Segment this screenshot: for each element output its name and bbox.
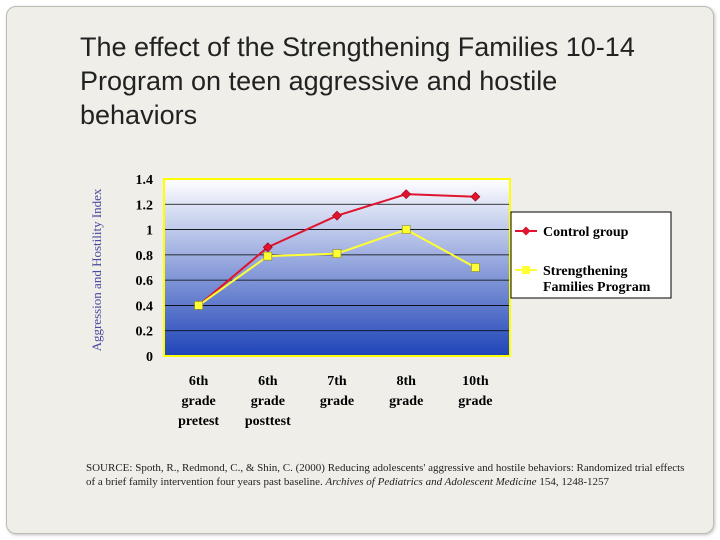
legend-box — [510, 211, 672, 299]
legend-marker — [521, 226, 531, 236]
data-point — [194, 301, 203, 310]
source-journal: Archives of Pediatrics and Adolescent Me… — [325, 476, 537, 488]
x-tick-label: 6th grade pretest — [178, 374, 219, 429]
data-point — [332, 249, 342, 258]
y-tick-label: 1.4 — [136, 173, 154, 188]
plot-area — [164, 179, 510, 356]
y-tick-label: 1 — [146, 224, 153, 239]
legend-label: Control group — [543, 225, 629, 240]
title-line-3: behaviors — [80, 100, 198, 130]
legend-label: Strengthening Families Program — [543, 264, 651, 295]
plot-border — [163, 178, 511, 357]
x-tick-label: 8th grade — [389, 374, 423, 409]
data-point — [471, 263, 480, 272]
data-point — [401, 225, 411, 234]
y-tick-label: 0.4 — [136, 299, 154, 314]
legend-marker — [522, 266, 530, 274]
x-tick-label: 6th grade posttest — [245, 374, 291, 429]
y-tick-label: 0.8 — [136, 249, 154, 264]
data-point — [332, 210, 342, 221]
y-tick-label: 0.2 — [136, 325, 154, 340]
y-tick-label: 0 — [146, 350, 153, 365]
x-tick-label: 7th grade — [320, 374, 354, 409]
data-point — [262, 242, 273, 253]
source-citation: SOURCE: Spoth, R., Redmond, C., & Shin, … — [86, 461, 686, 489]
y-axis-label: Aggression and Hostility Index — [89, 188, 104, 351]
y-tick-label: 1.2 — [136, 198, 154, 213]
source-suffix: 154, 1248-1257 — [539, 476, 609, 488]
title-line-1: The effect of the Strengthening Families… — [80, 32, 635, 62]
data-point — [263, 251, 273, 261]
x-tick-label: 10th grade — [458, 374, 492, 409]
y-tick-label: 0.6 — [136, 274, 154, 289]
title-line-2: Program on teen aggressive and hostile — [80, 66, 558, 96]
data-point — [401, 189, 412, 200]
slide-title: The effect of the Strengthening Families… — [80, 30, 680, 132]
source-prefix: SOURCE: Spoth, R., Redmond, C., & Shin, … — [86, 462, 685, 488]
data-point — [470, 191, 481, 202]
